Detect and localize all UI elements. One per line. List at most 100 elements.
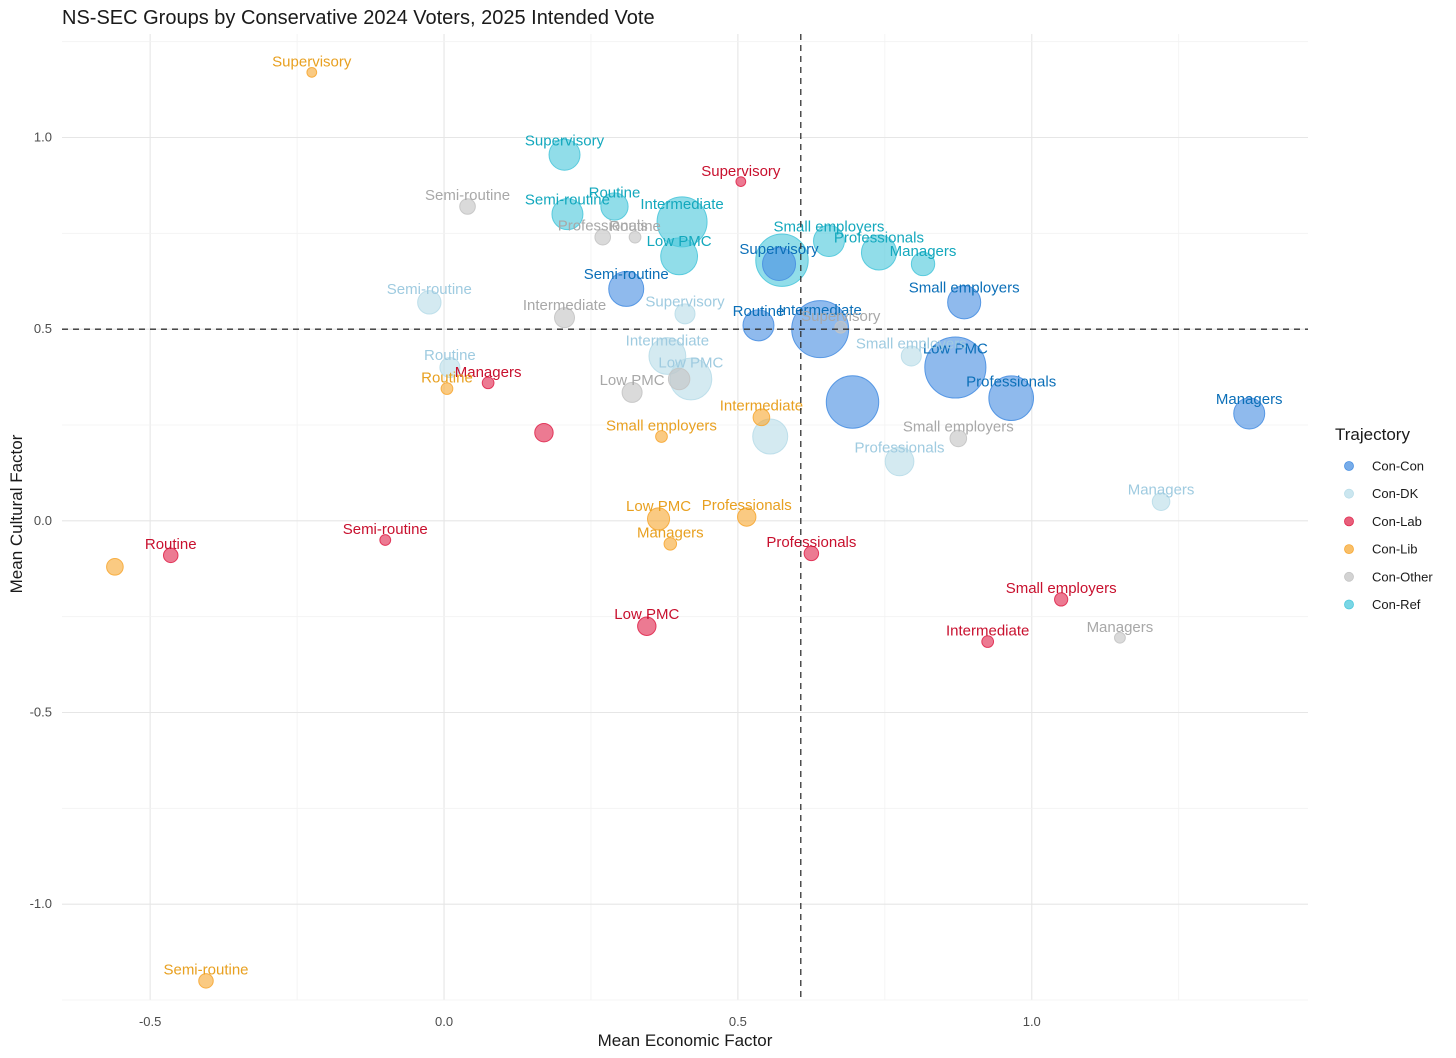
point-con-other	[1114, 631, 1126, 644]
point-con-lab	[534, 422, 554, 443]
legend-key-con-other	[1344, 571, 1354, 582]
y-tick-label: 0.5	[34, 321, 52, 336]
x-tick-label: -0.5	[139, 1014, 161, 1029]
point-con-lib	[306, 66, 318, 78]
point-label: Routine	[609, 218, 661, 235]
point-con-ref	[860, 234, 897, 271]
point-con-lib	[655, 430, 668, 443]
point-con-con	[762, 246, 797, 282]
point-label: Intermediate	[626, 333, 709, 350]
legend-key-con-lab	[1344, 516, 1354, 527]
point-con-ref	[548, 138, 581, 171]
point-con-other	[834, 320, 848, 334]
point-label: Managers	[637, 525, 704, 542]
point-label: Managers	[890, 243, 957, 260]
point-label: Semi-routine	[343, 521, 428, 538]
point-label: Small employers	[1006, 580, 1117, 597]
point-con-other	[554, 307, 576, 329]
reference-lines	[62, 34, 1308, 1000]
point-con-dk	[674, 303, 696, 325]
point-con-con	[825, 375, 880, 429]
point-label: Semi-routine	[163, 961, 248, 978]
point-label: Professionals	[855, 439, 945, 456]
point-con-con	[924, 336, 987, 399]
point-label: Routine	[424, 347, 476, 364]
point-label: Small employers	[909, 280, 1020, 297]
point-con-con	[1233, 397, 1266, 430]
point-label: Routine	[733, 303, 785, 320]
chart-title: NS-SEC Groups by Conservative 2024 Voter…	[62, 7, 655, 29]
y-tick-label: 0.0	[34, 513, 52, 528]
point-label: Intermediate	[523, 297, 606, 314]
point-con-other	[459, 198, 476, 215]
point-label: Semi-routine	[525, 192, 610, 209]
point-label: Small employers	[903, 419, 1014, 436]
legend-key-con-lib	[1344, 544, 1354, 554]
point-con-lib	[752, 408, 771, 427]
point-con-lab	[803, 545, 820, 562]
point-label: Professionals	[766, 534, 856, 551]
point-label: Professionals	[558, 217, 648, 234]
point-con-lib	[440, 382, 454, 395]
legend-key-con-dk	[1344, 488, 1354, 499]
y-axis-title: Mean Cultural Factor	[7, 434, 26, 593]
point-con-con	[947, 285, 982, 320]
point-label: Professionals	[966, 373, 1056, 390]
point-label: Professionals	[702, 497, 792, 514]
legend-label: Con-Lib	[1372, 542, 1418, 557]
point-con-dk	[648, 337, 687, 375]
point-label: Semi-routine	[387, 281, 472, 298]
point-con-lab	[379, 534, 392, 546]
point-label: Low PMC	[626, 498, 691, 515]
point-label: Managers	[1087, 619, 1154, 636]
point-con-other	[667, 367, 691, 391]
point-label: Semi-routine	[584, 266, 669, 283]
point-con-con	[608, 270, 645, 307]
point-con-lib	[198, 973, 214, 989]
point-label: Managers	[1216, 391, 1283, 408]
point-con-other	[621, 381, 643, 403]
point-label: Small employers	[856, 336, 967, 353]
point-con-lib	[647, 507, 671, 531]
legend: Trajectory Con-Con Con-DK Con-Lab Con-Lib Co…	[1335, 425, 1433, 612]
point-con-ref	[813, 225, 845, 257]
point-con-lab	[735, 176, 747, 187]
point-label: Small employers	[606, 417, 717, 434]
data-points	[106, 66, 1266, 989]
point-con-dk	[884, 446, 915, 477]
point-label: Supervisory	[739, 241, 819, 258]
point-con-dk	[439, 357, 461, 378]
point-label: Intermediate	[640, 196, 723, 213]
point-label: Supervisory	[645, 293, 725, 310]
point-con-dk	[900, 345, 922, 367]
point-label: Supervisory	[272, 54, 352, 71]
point-label: Managers	[455, 364, 522, 381]
point-label: Supervisory	[701, 163, 781, 180]
x-tick-label: 0.0	[435, 1014, 453, 1029]
legend-label: Con-Con	[1372, 459, 1424, 474]
legend-label: Con-Lab	[1372, 514, 1422, 529]
point-label: Intermediate	[946, 623, 1029, 640]
point-label: Low PMC	[923, 341, 988, 358]
legend-label: Con-Ref	[1372, 597, 1421, 612]
point-con-lab	[1054, 592, 1069, 607]
legend-label: Con-DK	[1372, 486, 1419, 501]
axis-ticks: -0.5 0.0 0.5 1.0 -1.0 -0.5 0.0 0.5 1.0	[30, 130, 1041, 1030]
point-label: Professionals	[834, 229, 924, 246]
point-label: Routine	[145, 536, 197, 553]
point-label: Intermediate	[720, 397, 803, 414]
point-con-other	[594, 228, 612, 246]
point-label: Supervisory	[801, 308, 881, 325]
point-con-other	[628, 230, 642, 244]
y-tick-label: -1.0	[30, 896, 52, 911]
gridlines	[62, 34, 1308, 1001]
point-con-lib	[663, 537, 678, 551]
y-tick-label: 1.0	[34, 130, 52, 145]
y-tick-label: -0.5	[30, 705, 52, 720]
point-con-lab	[637, 616, 657, 636]
legend-key-con-con	[1344, 461, 1354, 471]
point-con-ref	[551, 198, 584, 231]
point-con-dk	[752, 418, 789, 455]
